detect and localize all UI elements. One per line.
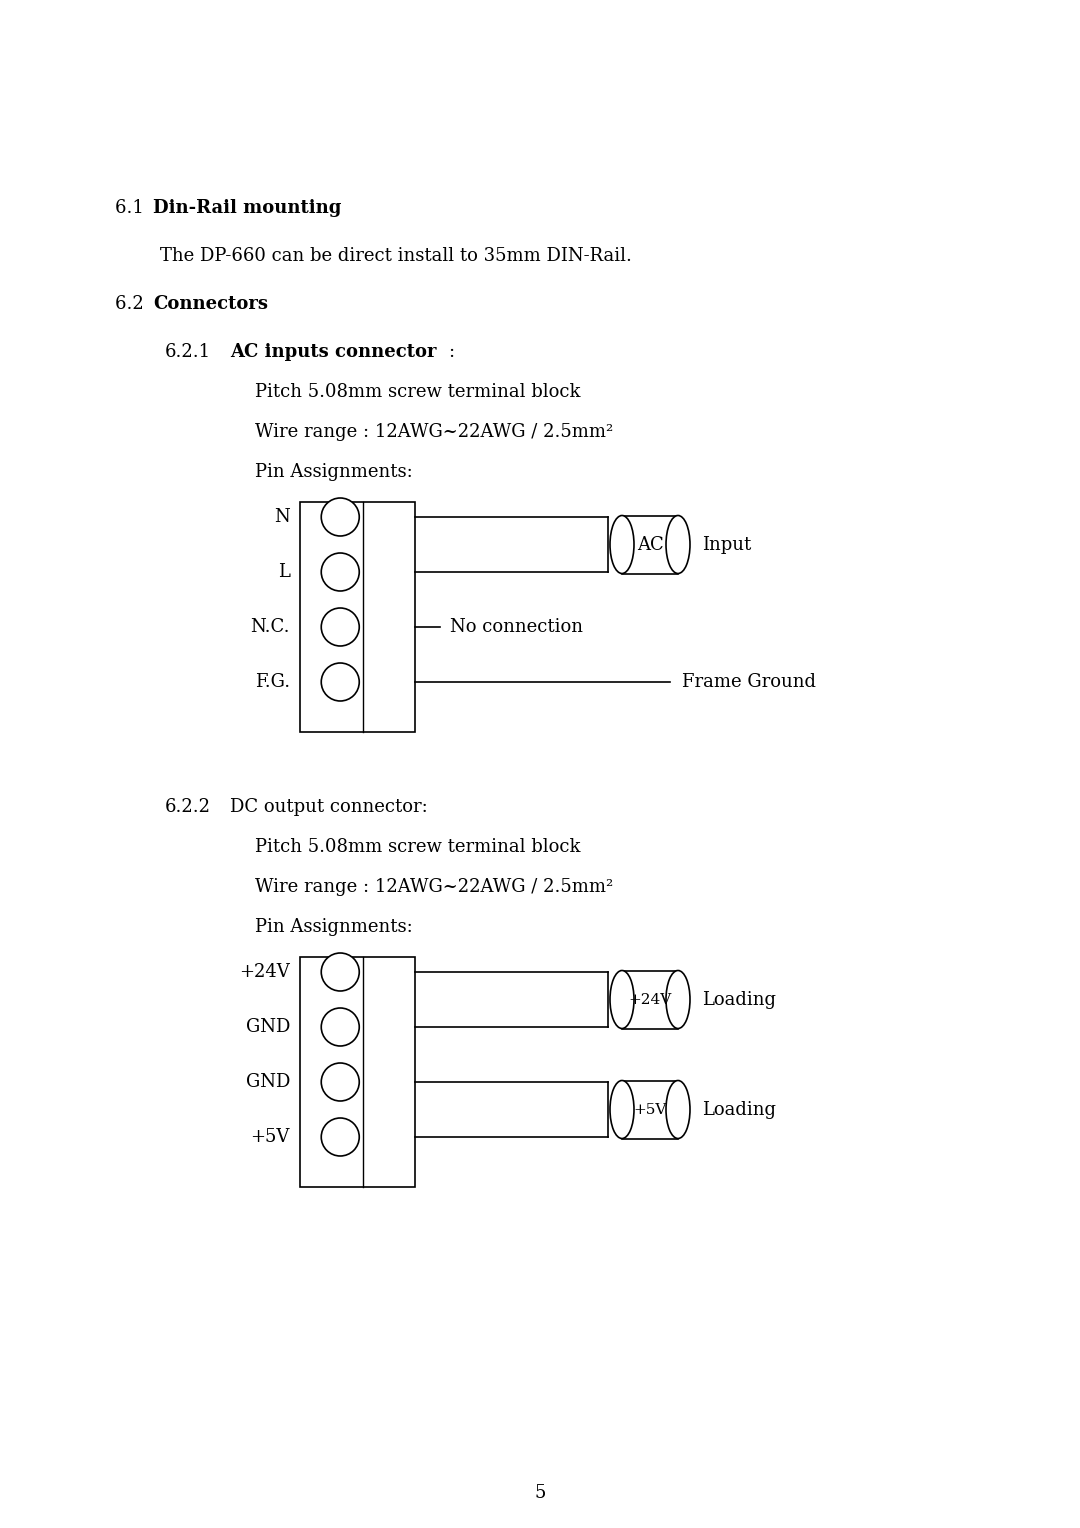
Bar	[622, 515, 678, 573]
Text: L: L	[279, 562, 291, 581]
Bar	[300, 957, 415, 1187]
Text: Pitch 5.08mm screw terminal block: Pitch 5.08mm screw terminal block	[255, 837, 581, 856]
Circle shape	[321, 1118, 360, 1157]
Text: +24V: +24V	[240, 963, 291, 981]
Circle shape	[321, 498, 360, 536]
Circle shape	[321, 1063, 360, 1102]
Text: N.C.: N.C.	[251, 617, 291, 636]
Text: +5V: +5V	[633, 1103, 666, 1117]
Ellipse shape	[666, 970, 690, 1028]
Text: Pin Assignments:: Pin Assignments:	[255, 463, 413, 481]
Circle shape	[321, 663, 360, 701]
Text: Loading: Loading	[702, 990, 777, 1008]
Text: DC output connector:: DC output connector:	[230, 798, 428, 816]
Text: :: :	[448, 342, 454, 361]
Text: 6.2: 6.2	[114, 295, 149, 313]
Text: GND: GND	[245, 1073, 291, 1091]
Ellipse shape	[610, 1080, 634, 1138]
Text: 6.2.1: 6.2.1	[165, 342, 211, 361]
Text: 6.2.2: 6.2.2	[165, 798, 211, 816]
Circle shape	[321, 953, 360, 992]
Text: No connection: No connection	[450, 617, 583, 636]
Text: Wire range : 12AWG~22AWG / 2.5mm²: Wire range : 12AWG~22AWG / 2.5mm²	[255, 423, 613, 442]
Bar	[622, 1080, 678, 1138]
Text: Input: Input	[702, 535, 752, 553]
Text: +5V: +5V	[251, 1128, 291, 1146]
Text: 5: 5	[535, 1484, 545, 1502]
Ellipse shape	[610, 970, 634, 1028]
Text: The DP-660 can be direct install to 35mm DIN-Rail.: The DP-660 can be direct install to 35mm…	[160, 248, 632, 264]
Ellipse shape	[610, 515, 634, 573]
Text: N: N	[274, 507, 291, 526]
Text: Frame Ground: Frame Ground	[681, 672, 816, 691]
Ellipse shape	[666, 1080, 690, 1138]
Text: Loading: Loading	[702, 1100, 777, 1118]
Text: Pin Assignments:: Pin Assignments:	[255, 918, 413, 937]
Text: GND: GND	[245, 1018, 291, 1036]
Text: Connectors: Connectors	[153, 295, 268, 313]
Circle shape	[321, 1008, 360, 1047]
Text: Din-Rail mounting: Din-Rail mounting	[153, 199, 341, 217]
Text: 6.1: 6.1	[114, 199, 150, 217]
Text: AC: AC	[636, 535, 663, 553]
Circle shape	[321, 608, 360, 646]
Text: AC inputs connector: AC inputs connector	[230, 342, 436, 361]
Bar	[622, 970, 678, 1028]
Text: F.G.: F.G.	[255, 672, 291, 691]
Text: +24V: +24V	[629, 993, 672, 1007]
Text: Wire range : 12AWG~22AWG / 2.5mm²: Wire range : 12AWG~22AWG / 2.5mm²	[255, 879, 613, 895]
Bar	[300, 503, 415, 732]
Text: Pitch 5.08mm screw terminal block: Pitch 5.08mm screw terminal block	[255, 384, 581, 400]
Ellipse shape	[666, 515, 690, 573]
Circle shape	[321, 553, 360, 591]
